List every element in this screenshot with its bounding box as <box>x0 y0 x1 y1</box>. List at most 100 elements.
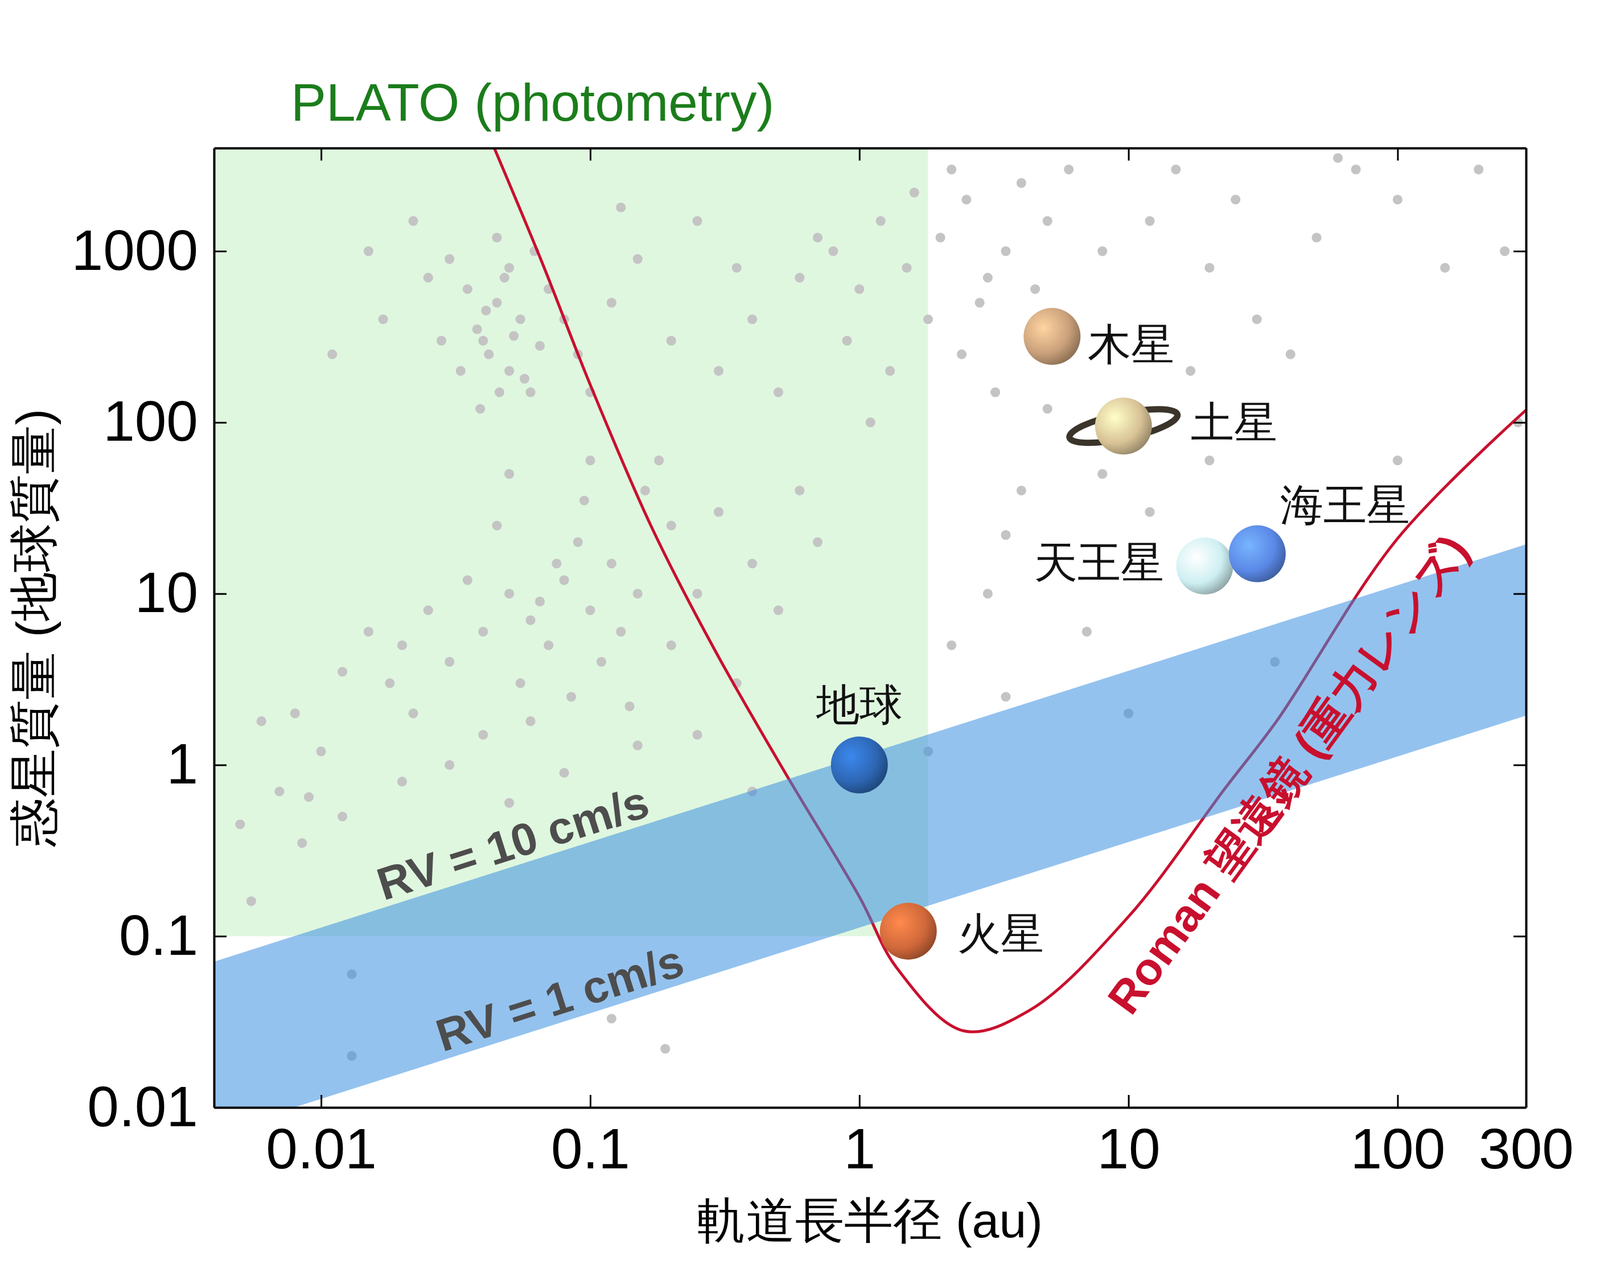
point <box>606 1013 617 1023</box>
planet-label: 海王星 <box>1280 480 1410 529</box>
tick: 100 <box>103 388 227 453</box>
x-axis-top <box>214 147 1527 161</box>
axis-line <box>213 148 216 1108</box>
tick: 10 <box>1096 1094 1161 1180</box>
point <box>494 387 505 397</box>
tick <box>1513 935 1527 937</box>
tick <box>321 147 322 161</box>
point <box>462 574 473 585</box>
tick-mark <box>1396 147 1399 161</box>
tick-label: 100 <box>103 388 199 453</box>
point <box>535 596 545 607</box>
planet-marker <box>879 902 937 960</box>
point <box>303 791 314 802</box>
planet <box>879 902 937 960</box>
planet-label: 地球 <box>815 680 903 729</box>
point <box>235 819 245 829</box>
point <box>1185 365 1196 376</box>
tick-mark <box>1128 1094 1130 1108</box>
y-axis: 0.01 0.1 1 10 100 1000 <box>71 148 227 1138</box>
band <box>214 544 1527 1108</box>
point <box>472 324 483 335</box>
tick-label: 0.01 <box>265 1116 377 1180</box>
point <box>525 615 536 625</box>
point <box>337 666 348 677</box>
tick <box>859 147 861 161</box>
point <box>408 216 418 226</box>
point <box>1016 485 1027 496</box>
point <box>901 262 912 273</box>
point <box>1097 469 1108 479</box>
tick-mark <box>1396 1094 1399 1108</box>
point <box>491 520 502 530</box>
point <box>935 232 946 243</box>
point <box>363 246 374 257</box>
tick-label: 0.1 <box>118 902 199 967</box>
tick-label: 1000 <box>71 218 199 282</box>
tick-label: 1 <box>843 1116 876 1180</box>
tick: 100 <box>1350 1094 1446 1180</box>
planet-label: 天王星 <box>1034 537 1164 587</box>
point <box>491 232 502 243</box>
tick-mark <box>214 935 227 937</box>
point <box>508 330 519 341</box>
planet-marker <box>831 735 888 793</box>
tick-label: 0.1 <box>550 1116 631 1180</box>
tick-mark <box>858 1094 861 1108</box>
point <box>491 297 502 308</box>
point <box>923 314 933 324</box>
point <box>794 272 805 283</box>
planet-label: 火星 <box>957 909 1044 958</box>
tick <box>1513 422 1527 423</box>
point <box>632 588 643 599</box>
point <box>828 246 838 257</box>
point <box>462 284 473 294</box>
y-axis-title: 惑星質量 (地球質量) <box>6 408 61 847</box>
planet-marker <box>1023 307 1081 365</box>
point <box>946 640 957 651</box>
planet <box>1066 397 1180 455</box>
point <box>632 253 643 264</box>
planet <box>1228 525 1286 583</box>
point <box>444 656 455 667</box>
point <box>731 262 742 273</box>
point <box>615 626 626 637</box>
x-axis: 0.010.1110100300 <box>214 1094 1574 1180</box>
tick: 1 <box>166 731 227 796</box>
point <box>1042 403 1053 414</box>
point <box>606 297 617 308</box>
tick-label: 0.01 <box>87 1074 199 1138</box>
point <box>713 507 724 517</box>
axis-line <box>214 1106 1527 1109</box>
point <box>1252 314 1262 324</box>
tick: 0.01 <box>87 1074 227 1138</box>
planet <box>1023 307 1081 365</box>
point <box>579 495 590 505</box>
point <box>1082 626 1092 637</box>
point <box>1230 194 1241 205</box>
tick: 0.1 <box>550 1094 631 1180</box>
tick-mark <box>1128 147 1130 161</box>
point <box>408 708 418 718</box>
tick: 10 <box>134 560 227 624</box>
tick: 0.01 <box>265 1094 377 1180</box>
point <box>1351 164 1361 175</box>
point <box>483 349 494 360</box>
point <box>692 729 703 740</box>
planet-label: 木星 <box>1087 319 1175 369</box>
point <box>543 640 554 651</box>
point <box>585 605 595 615</box>
point <box>1144 216 1155 226</box>
tick <box>1513 251 1527 252</box>
point <box>478 729 488 740</box>
planet-label: 土星 <box>1190 397 1278 447</box>
point <box>478 335 488 346</box>
point <box>316 746 327 756</box>
tick-mark <box>1513 421 1527 424</box>
planet <box>1176 537 1234 595</box>
tick-mark <box>1513 250 1527 253</box>
point <box>504 365 514 376</box>
point <box>854 284 865 294</box>
point <box>1063 164 1074 175</box>
point <box>1440 262 1450 273</box>
